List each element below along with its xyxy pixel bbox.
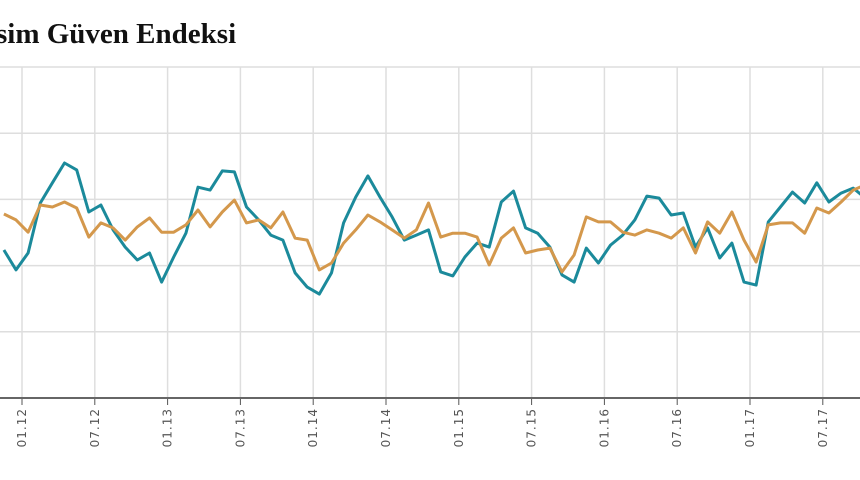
x-tick-label: 07.17 (816, 408, 830, 447)
x-tick-label: 07.14 (379, 408, 393, 447)
x-tick-label: 07.15 (525, 408, 539, 447)
x-tick-label: 01.15 (452, 408, 466, 447)
x-tick-label: 01.14 (306, 408, 320, 447)
x-tick-label: 07.12 (88, 408, 102, 447)
series-line-teal (2, 161, 860, 296)
series-line-orange (3, 185, 860, 274)
x-tick-label: 01.17 (743, 408, 757, 447)
x-tick-label: 01.12 (15, 408, 29, 447)
x-tick-label: 01.16 (597, 408, 611, 447)
x-tick-label: 07.16 (670, 408, 684, 447)
chart-title: sim Güven Endeksi (0, 18, 237, 50)
x-tick-label: 07.13 (233, 408, 247, 447)
x-tick-label: 01.13 (161, 408, 175, 447)
